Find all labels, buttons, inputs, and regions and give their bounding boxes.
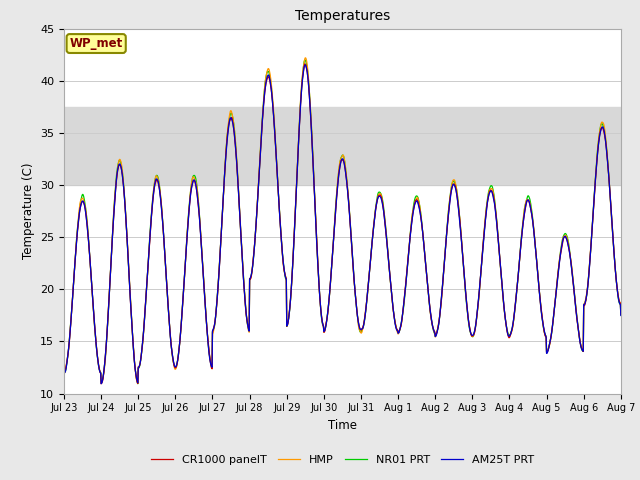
Text: WP_met: WP_met	[70, 37, 123, 50]
X-axis label: Time: Time	[328, 419, 357, 432]
Y-axis label: Temperature (C): Temperature (C)	[22, 163, 35, 260]
Legend: CR1000 panelT, HMP, NR01 PRT, AM25T PRT: CR1000 panelT, HMP, NR01 PRT, AM25T PRT	[146, 450, 539, 469]
Title: Temperatures: Temperatures	[295, 10, 390, 24]
Bar	[64, 107, 621, 185]
